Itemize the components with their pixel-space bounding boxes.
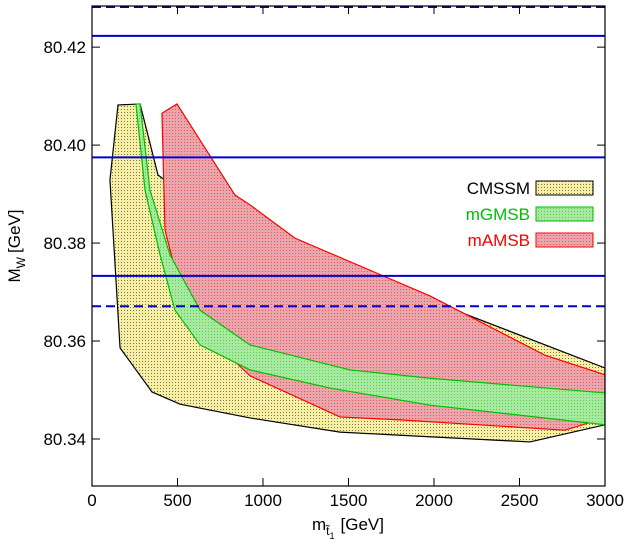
legend-swatch [535,180,594,196]
x-label-subsub: 1 [330,531,335,541]
legend-label: mAMSB [468,231,530,250]
legend-swatch [535,206,594,222]
plot-area [92,6,605,443]
y-tick-label: 80.38 [43,234,86,253]
x-label-sub: t̃ [325,523,331,538]
legend-label: mGMSB [466,205,530,224]
y-axis-label: MW [GeV] [5,210,28,283]
region [135,103,605,426]
y-tick-label: 80.34 [43,430,86,449]
legend-label: CMSSM [467,179,530,198]
x-tick-label: 3000 [586,491,624,510]
x-tick-label: 500 [163,491,191,510]
x-tick-label: 1500 [330,491,368,510]
y-tick-label: 80.42 [43,38,86,57]
x-tick-label: 0 [87,491,96,510]
x-axis-label: mt̃1 [GeV] [312,515,384,541]
x-label-main: m [312,515,326,534]
y-label-main: M [5,268,24,282]
x-tick-label: 2000 [415,491,453,510]
x-tick-label: 1000 [244,491,282,510]
legend-swatch [535,232,594,248]
x-label-unit: [GeV] [341,515,384,534]
y-label-unit: [GeV] [5,210,24,253]
x-tick-label: 2500 [501,491,539,510]
y-label-sub: W [14,256,28,268]
y-tick-label: 80.40 [43,136,86,155]
y-tick-label: 80.36 [43,332,86,351]
